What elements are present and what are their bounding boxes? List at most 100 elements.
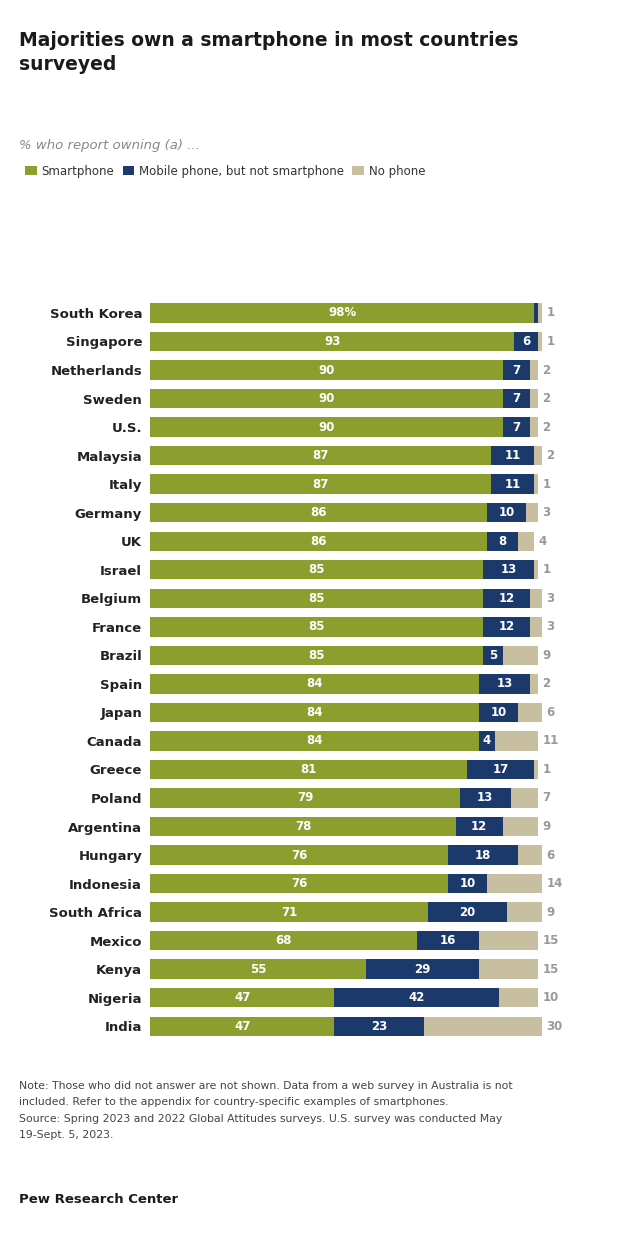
Text: 85: 85 (308, 563, 325, 577)
Bar (518, 703, 542, 722)
Text: 17: 17 (493, 763, 509, 776)
Text: 71: 71 (281, 905, 298, 919)
Bar (530, 618, 542, 636)
Bar (538, 304, 542, 322)
Text: 6: 6 (547, 848, 555, 862)
Bar (417, 931, 479, 950)
Bar (487, 503, 526, 522)
Text: 1: 1 (547, 335, 555, 348)
Bar (150, 618, 483, 636)
Legend: Smartphone, Mobile phone, but not smartphone, No phone: Smartphone, Mobile phone, but not smartp… (25, 165, 426, 177)
Text: 86: 86 (310, 506, 327, 520)
Text: 12: 12 (499, 620, 515, 634)
Bar (530, 389, 538, 408)
Bar (479, 732, 495, 750)
Text: Source: Spring 2023 and 2022 Global Attitudes surveys. U.S. survey was conducted: Source: Spring 2023 and 2022 Global Atti… (19, 1114, 502, 1123)
Text: 7: 7 (513, 420, 520, 434)
Text: 85: 85 (308, 620, 325, 634)
Bar (334, 988, 499, 1007)
Text: 90: 90 (318, 392, 335, 405)
Text: 23: 23 (371, 1019, 387, 1033)
Bar (150, 760, 467, 779)
Text: 2: 2 (543, 420, 551, 434)
Text: 15: 15 (543, 934, 559, 947)
Text: 10: 10 (499, 506, 515, 520)
Text: 15: 15 (543, 962, 559, 976)
Bar (150, 332, 515, 351)
Bar (150, 988, 334, 1007)
Bar (502, 389, 530, 408)
Bar (502, 361, 530, 379)
Bar (150, 931, 417, 950)
Bar (479, 703, 518, 722)
Bar (150, 503, 487, 522)
Bar (448, 846, 518, 864)
Text: 84: 84 (307, 706, 323, 719)
Bar (150, 903, 428, 921)
Text: 2: 2 (543, 677, 551, 691)
Bar (530, 589, 542, 608)
Bar (530, 675, 538, 693)
Text: Note: Those who did not answer are not shown. Data from a web survey in Australi: Note: Those who did not answer are not s… (19, 1081, 513, 1091)
Text: 2: 2 (547, 449, 555, 463)
Text: 8: 8 (499, 534, 507, 548)
Bar (487, 874, 542, 893)
Text: 9: 9 (547, 905, 555, 919)
Bar (150, 475, 491, 494)
Text: 47: 47 (234, 1019, 251, 1033)
Bar (150, 846, 448, 864)
Text: 6: 6 (547, 706, 555, 719)
Bar (518, 532, 534, 551)
Text: 78: 78 (295, 820, 311, 833)
Text: 19-Sept. 5, 2023.: 19-Sept. 5, 2023. (19, 1130, 113, 1140)
Text: 93: 93 (324, 335, 340, 348)
Bar (150, 703, 479, 722)
Bar (150, 675, 479, 693)
Text: 90: 90 (318, 420, 335, 434)
Bar (502, 646, 538, 665)
Text: 13: 13 (497, 677, 513, 691)
Bar (150, 817, 456, 836)
Bar (534, 446, 542, 465)
Text: 12: 12 (499, 591, 515, 605)
Text: 10: 10 (491, 706, 507, 719)
Bar (534, 475, 538, 494)
Text: 1: 1 (547, 306, 555, 320)
Bar (150, 732, 479, 750)
Text: 76: 76 (291, 877, 307, 890)
Bar (483, 560, 534, 579)
Text: 20: 20 (460, 905, 476, 919)
Text: 85: 85 (308, 649, 325, 662)
Bar (530, 361, 538, 379)
Text: 86: 86 (310, 534, 327, 548)
Bar (479, 675, 530, 693)
Text: 85: 85 (308, 591, 325, 605)
Bar (483, 646, 502, 665)
Text: Pew Research Center: Pew Research Center (19, 1193, 179, 1205)
Bar (150, 446, 491, 465)
Bar (534, 760, 538, 779)
Bar (538, 332, 542, 351)
Bar (456, 817, 502, 836)
Text: 7: 7 (513, 363, 520, 377)
Text: 87: 87 (312, 477, 329, 491)
Bar (515, 332, 538, 351)
Bar (526, 503, 538, 522)
Bar (491, 475, 534, 494)
Text: 14: 14 (547, 877, 563, 890)
Bar (150, 361, 502, 379)
Bar (467, 760, 534, 779)
Bar (483, 589, 530, 608)
Text: 10: 10 (460, 877, 476, 890)
Text: % who report owning (a) ...: % who report owning (a) ... (19, 139, 200, 151)
Text: 90: 90 (318, 363, 335, 377)
Text: 7: 7 (513, 392, 520, 405)
Bar (150, 960, 365, 978)
Text: 5: 5 (489, 649, 497, 662)
Bar (150, 789, 460, 807)
Text: 13: 13 (477, 791, 493, 805)
Text: 76: 76 (291, 848, 307, 862)
Text: 4: 4 (483, 734, 491, 748)
Bar (428, 903, 507, 921)
Text: 3: 3 (547, 591, 555, 605)
